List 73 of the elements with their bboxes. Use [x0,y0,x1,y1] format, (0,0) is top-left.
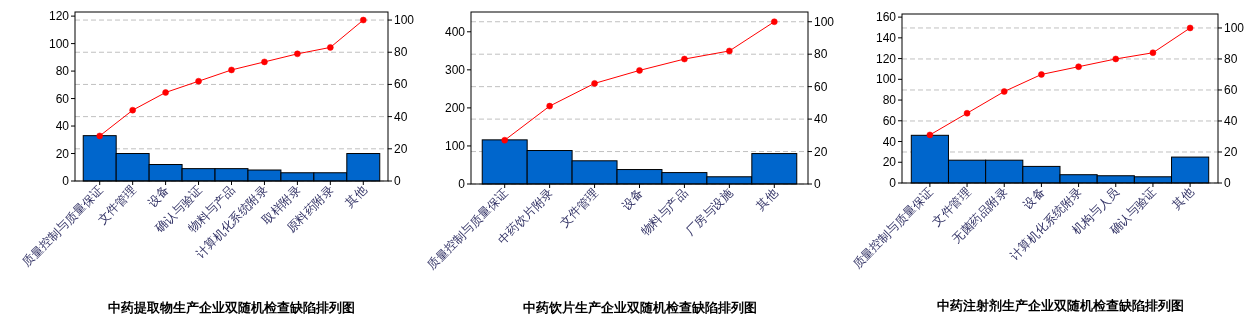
y2-tick-label: 20 [1224,144,1238,159]
x-tick-label: 设备 [144,183,172,211]
y-tick-label: 100 [444,138,466,153]
x-tick-label: 文件管理 [556,186,601,231]
y2-tick-label: 80 [394,45,408,60]
point [771,18,778,25]
y2-tick-label: 20 [814,144,828,159]
x-tick-label: 设备 [618,186,646,214]
y2-tick-label: 40 [1224,113,1238,128]
y-tick-label: 400 [444,24,466,39]
point [1112,55,1120,63]
point [963,109,971,117]
point [1186,24,1194,32]
y-tick-label: 80 [882,93,897,108]
y2-tick-label: 40 [814,112,828,127]
x-tick-label: 其他 [342,183,370,211]
y-tick-label: 0 [889,176,897,190]
x-tick-label: 其他 [753,186,781,214]
y-tick-label: 160 [875,10,897,25]
y2-tick-label: 100 [1224,20,1245,35]
y-tick-label: 100 [875,72,897,87]
y-tick-label: 0 [458,177,466,191]
point [926,131,934,139]
point [636,67,643,74]
point [1075,63,1082,70]
y2-tick-label: 0 [814,177,821,191]
y2-tick-label: 80 [814,47,828,62]
y-tick-label: 60 [882,113,897,128]
y-tick-label: 0 [62,174,70,188]
y2-tick-label: 100 [814,14,835,29]
point [360,16,367,24]
y-tick-label: 200 [444,100,466,115]
point [162,89,169,96]
y2-tick-label: 0 [394,174,401,188]
y2-tick-label: 100 [394,13,415,28]
point [1149,49,1157,57]
y-tick-label: 80 [55,64,70,79]
y-tick-label: 120 [48,9,70,24]
y-tick-label: 100 [48,36,70,51]
y2-tick-label: 60 [1224,82,1238,97]
point [96,132,103,140]
y2-tick-label: 80 [1224,51,1238,66]
y-tick-label: 40 [55,119,70,134]
y-tick-label: 60 [55,91,70,106]
y2-tick-label: 60 [814,79,828,94]
point [195,77,202,85]
point [1000,88,1008,95]
text: 中药提取物生产企业双随机检查缺陷排列图 [108,300,355,315]
point [228,66,235,74]
y-tick-label: 20 [55,146,70,161]
point [546,102,553,110]
point [327,44,334,51]
point [726,47,733,55]
y2-tick-label: 40 [394,109,408,124]
text: 中药饮片生产企业双随机检查缺陷排列图 [522,300,757,315]
y-tick-label: 300 [444,62,466,77]
y2-tick-label: 60 [394,77,408,92]
x-tick-label: 设备 [1020,185,1048,213]
point [129,106,136,114]
point [501,136,508,144]
point [261,58,268,66]
y-tick-label: 120 [875,51,897,66]
point [1038,71,1045,78]
point [294,50,301,58]
y2-tick-label: 20 [394,141,408,156]
point [591,80,598,87]
y-tick-label: 20 [882,155,897,170]
y2-tick-label: 0 [1224,176,1231,190]
text: 中药注射剂生产企业双随机检查缺陷排列图 [936,298,1184,313]
y-tick-label: 40 [882,134,897,149]
point [681,55,688,63]
x-tick-label: 其他 [1169,185,1197,213]
y-tick-label: 140 [875,30,897,45]
